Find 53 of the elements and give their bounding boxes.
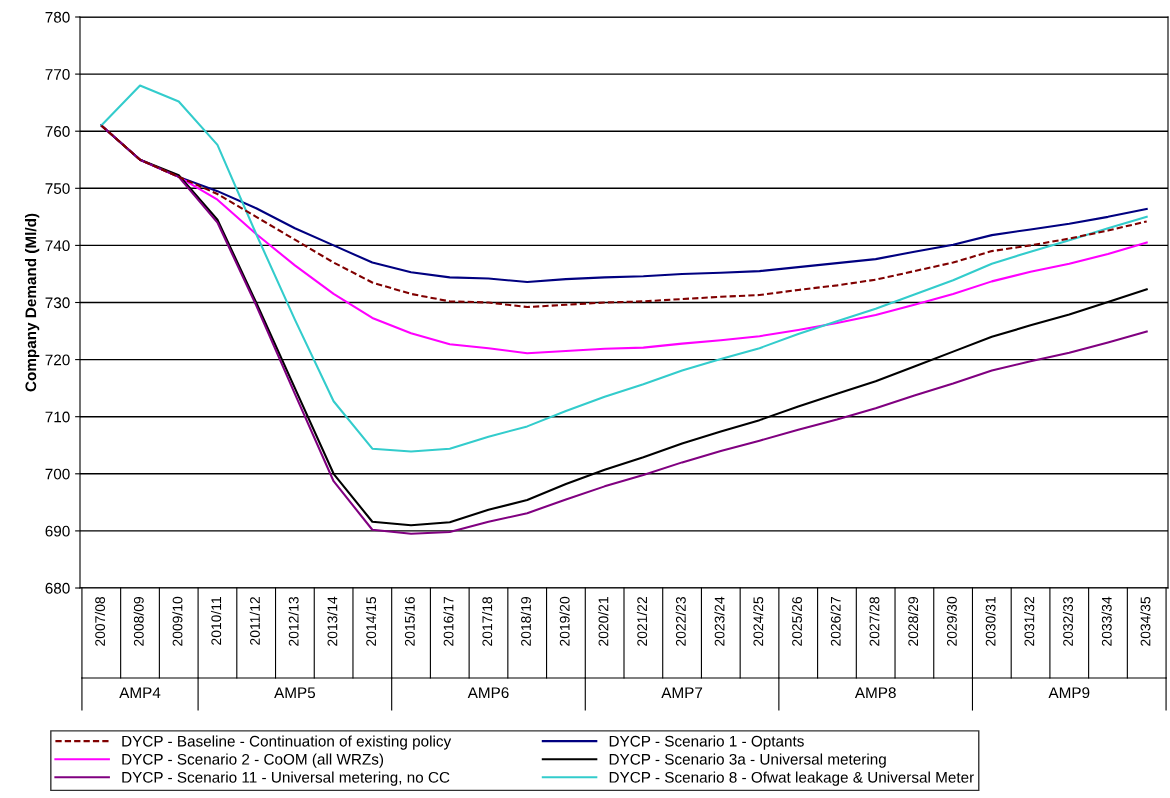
x-tick-label: 2013/14: [327, 596, 338, 646]
y-tick-label: 710: [45, 411, 70, 423]
x-tick-label: 2034/35: [1140, 596, 1151, 646]
x-tick-label: 2011/12: [249, 597, 260, 645]
x-tick-label: 2025/26: [791, 596, 802, 646]
text: AMP6: [467, 687, 509, 699]
x-tick-label: 2019/20: [559, 596, 570, 646]
x-tick-label: 2027/28: [869, 596, 880, 646]
x-tick-label: 2009/10: [172, 596, 183, 646]
legend-label: DYCP - Baseline - Continuation of existing policy: [122, 735, 452, 750]
y-tick-label: 740: [45, 240, 70, 252]
x-tick-label: 2016/17: [443, 597, 454, 646]
x-tick-label: 2018/19: [520, 596, 531, 646]
y-tick-label: 690: [45, 525, 70, 537]
legend-label: DYCP - Scenario 11 - Universal metering, no CC: [122, 771, 450, 786]
x-tick-label: 2015/16: [404, 596, 415, 646]
x-tick-label: 2007/08: [94, 596, 106, 646]
x-tick-label: 2014/15: [365, 596, 377, 646]
x-tick-label: 2021/22: [636, 597, 648, 646]
y-tick-label: 760: [45, 126, 70, 137]
x-tick-label: 2017/18: [482, 596, 493, 646]
y-tick-label: 720: [45, 354, 70, 366]
x-tick-label: 2012/13: [288, 596, 299, 646]
x-tick-label: 2033/34: [1101, 596, 1112, 646]
x-tick-label: 2010/11: [210, 597, 222, 645]
text: AMP8: [854, 687, 896, 699]
y-tick-label: 700: [45, 468, 70, 480]
text: AMP4: [119, 687, 161, 698]
x-tick-label: 2023/24: [714, 596, 725, 646]
y-tick-label: 770: [45, 68, 70, 80]
x-tick-label: 2022/23: [675, 596, 686, 646]
legend-label: DYCP - Scenario 1 - Optants: [609, 735, 804, 750]
x-tick-label: 2024/25: [753, 596, 764, 646]
x-tick-label: 2026/27: [830, 597, 841, 646]
x-tick-label: 2032/33: [1062, 596, 1073, 646]
text: AMP7: [661, 687, 703, 698]
text: AMP9: [1048, 687, 1090, 699]
y-axis-title: Company Demand (Ml/d): [24, 213, 40, 392]
x-tick-label: 2031/32: [1024, 597, 1035, 646]
x-tick-label: 2029/30: [946, 596, 957, 646]
legend-label: DYCP - Scenario 8 - Ofwat leakage & Universal Meter: [609, 771, 974, 786]
y-tick-label: 750: [45, 183, 70, 194]
legend-label: DYCP - Scenario 2 - CoOM (all WRZs): [122, 753, 384, 768]
y-tick-label: 680: [45, 582, 70, 594]
x-tick-label: 2020/21: [598, 597, 609, 646]
line-series: [100, 84, 1148, 453]
y-tick-label: 780: [45, 11, 70, 23]
y-tick-label: 730: [45, 297, 70, 309]
x-tick-label: 2008/09: [133, 596, 144, 646]
text: AMP5: [274, 687, 316, 699]
legend-label: DYCP - Scenario 3a - Universal metering: [609, 753, 886, 768]
x-tick-label: 2028/29: [907, 596, 919, 646]
x-tick-label: 2030/31: [985, 597, 996, 646]
